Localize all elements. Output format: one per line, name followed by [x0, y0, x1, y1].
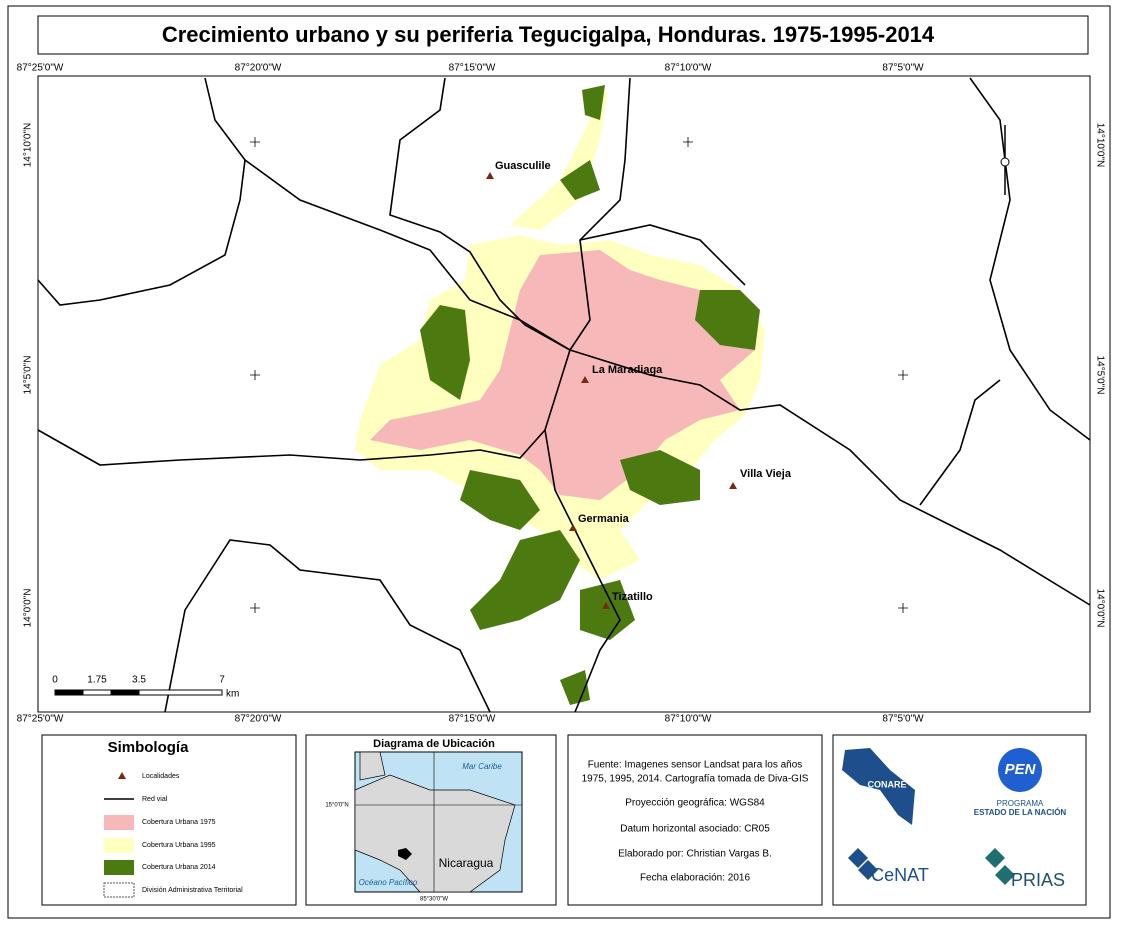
latitude-label: 14°0'0"N	[23, 589, 34, 628]
scale-label: 3.5	[132, 675, 146, 686]
title: Crecimiento urbano y su periferia Teguci…	[162, 22, 935, 47]
locator-label: 85°30'0"W	[420, 897, 448, 903]
logo-text: PRIAS	[1011, 870, 1065, 890]
road	[969, 77, 1091, 441]
place-label: Tizatillo	[612, 591, 653, 603]
north-arrow	[1000, 125, 1010, 195]
locator-label: Océano Pacífico	[359, 878, 418, 887]
logos-panel: CONARE PEN PROGRAMA ESTADO DE LA NACIÓN …	[832, 734, 1087, 906]
road	[37, 77, 246, 306]
info-line: Fuente: Imagenes sensor Landsat para los…	[588, 760, 803, 771]
latitude-label: 14°5'0"N	[1094, 356, 1105, 395]
legend-label: División Administrativa Territorial	[142, 887, 243, 894]
localities	[486, 172, 737, 609]
longitude-label: 87°10'0"W	[665, 714, 712, 725]
locator-label: Mar Caribe	[462, 762, 502, 771]
logo-text: CeNAT	[871, 865, 929, 885]
info-panel: Fuente: Imagenes sensor Landsat para los…	[567, 734, 823, 906]
logo-text: PEN	[1005, 761, 1037, 778]
legend-label: Localidades	[142, 773, 180, 780]
longitude-label: 87°25'0"W	[17, 63, 64, 74]
latitude-label: 14°0'0"N	[1094, 589, 1105, 628]
map: Guasculile La Maradiaga Villa Vieja Germ…	[37, 75, 1091, 713]
road	[579, 224, 746, 286]
longitude-label: 87°20'0"W	[235, 714, 282, 725]
legend-label: Red vial	[142, 796, 168, 803]
place-label: Villa Vieja	[740, 468, 792, 480]
scale-label: 1.75	[87, 675, 107, 686]
road	[389, 77, 571, 351]
place-label: Germania	[578, 513, 630, 525]
locator-title: Diagrama de Ubicación	[373, 738, 495, 750]
longitude-label: 87°5'0"W	[882, 63, 924, 74]
road-network	[37, 77, 1091, 713]
legend: Simbología Localidades Red vial Cobertur…	[41, 734, 297, 906]
latitude-label: 14°5'0"N	[23, 356, 34, 395]
longitude-label: 87°15'0"W	[449, 714, 496, 725]
road	[569, 77, 631, 351]
logo-text: CONARE	[867, 779, 906, 789]
longitude-label: 87°5'0"W	[882, 714, 924, 725]
scale-bar	[54, 689, 223, 696]
graticule	[250, 137, 908, 613]
locator-label: 15°0'0"N	[325, 803, 348, 809]
longitude-label: 87°20'0"W	[235, 63, 282, 74]
locator-map: Diagrama de Ubicación Mar Caribe Océano …	[305, 734, 557, 906]
place-label: La Maradiaga	[592, 364, 663, 376]
legend-label: Cobertura Urbana 1995	[142, 842, 216, 849]
latitude-label: 14°10'0"N	[23, 123, 34, 168]
longitude-label: 87°15'0"W	[449, 63, 496, 74]
scale-label: 0	[52, 675, 58, 686]
longitude-label: 87°25'0"W	[17, 714, 64, 725]
info-line: Proyección geográfica: WGS84	[625, 798, 765, 809]
urban-2014	[420, 85, 760, 705]
road	[569, 349, 1091, 606]
logo-text: ESTADO DE LA NACIÓN	[974, 808, 1067, 817]
title-box	[37, 15, 1089, 55]
road	[544, 429, 621, 713]
legend-label: Cobertura Urbana 2014	[142, 864, 216, 871]
legend-title: Simbología	[108, 739, 189, 756]
scale-label: 7	[219, 675, 225, 686]
road	[919, 379, 1001, 506]
coordinate-labels: 87°25'0"W 87°20'0"W 87°15'0"W 87°10'0"W …	[17, 63, 1106, 725]
latitude-label: 14°10'0"N	[1094, 123, 1105, 168]
info-line: Fecha elaboración: 2016	[640, 873, 751, 884]
longitude-label: 87°10'0"W	[665, 63, 712, 74]
locator-label: Nicaragua	[439, 856, 494, 870]
info-line: Datum horizontal asociado: CR05	[620, 824, 770, 835]
logo-text: PROGRAMA	[997, 799, 1044, 808]
info-line: Elaborado por: Christian Vargas B.	[618, 849, 772, 860]
scale-unit: km	[226, 689, 239, 700]
place-label: Guasculile	[495, 160, 551, 172]
legend-label: Cobertura Urbana 1975	[142, 819, 216, 826]
road	[164, 539, 491, 713]
road	[37, 159, 571, 466]
info-line: 1975, 1995, 2014. Cartografía tomada de …	[582, 774, 809, 785]
